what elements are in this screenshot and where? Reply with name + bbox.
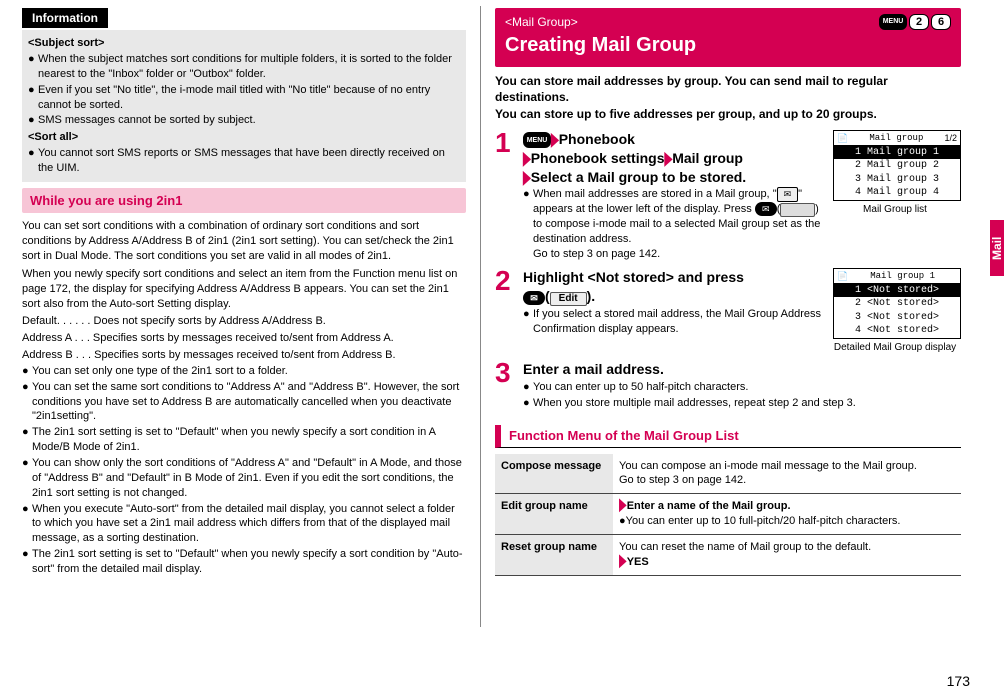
bullet-text: When the subject matches sort conditions… xyxy=(38,52,460,82)
page-number: 173 xyxy=(947,672,970,691)
bullet-text: You can set only one type of the 2in1 so… xyxy=(32,364,466,379)
table-row: Reset group name You can reset the name … xyxy=(495,534,961,575)
table-row: Compose message You can compose an i-mod… xyxy=(495,454,961,494)
info-bullet: ●SMS messages cannot be sorted by subjec… xyxy=(28,113,460,128)
preview-page: 1/2 xyxy=(944,132,957,144)
step-2: 2 📄Mail group 1 1 <Not stored> 2 <Not st… xyxy=(495,268,961,355)
right-column: <Mail Group> MENU 2 6 Creating Mail Grou… xyxy=(481,0,983,697)
section-header-2in1: While you are using 2in1 xyxy=(22,188,466,214)
bullet-text: When you execute "Auto-sort" from the de… xyxy=(32,502,466,547)
info-bullet: ●You cannot sort SMS reports or SMS mess… xyxy=(28,146,460,176)
mail-key-icon: ✉ xyxy=(523,291,545,305)
function-menu-table: Compose message You can compose an i-mod… xyxy=(495,454,961,576)
func-name: Edit group name xyxy=(495,494,613,535)
definition-address-b: Address B . . . Specifies sorts by messa… xyxy=(22,348,466,363)
info-bullet: ●Even if you set "No title", the i-mode … xyxy=(28,83,460,113)
definition-default: Default. . . . . . Does not specify sort… xyxy=(22,314,466,329)
intro-line: You can store mail addresses by group. Y… xyxy=(495,74,888,104)
softkey-blank-icon: ___ xyxy=(780,203,815,217)
menu-key-icon: MENU xyxy=(879,14,907,30)
preview-row: 4 Mail group 4 xyxy=(834,186,960,200)
body-bullet: ●You can set the same sort conditions to… xyxy=(22,380,466,425)
preview-caption: Detailed Mail Group display xyxy=(829,341,961,355)
step-bullet: ●If you select a stored mail address, th… xyxy=(523,307,829,337)
bullet-text: You can show only the sort conditions of… xyxy=(32,456,466,501)
preview-caption: Mail Group list xyxy=(829,203,961,217)
step-bullet: ●You can enter up to 50 half-pitch chara… xyxy=(523,380,961,395)
information-chip: Information xyxy=(22,8,108,28)
num-key-6: 6 xyxy=(931,14,951,30)
preview-row: 3 Mail group 3 xyxy=(834,173,960,187)
step-main: Enter a mail address. xyxy=(523,360,961,379)
preview-row: 1 Mail group 1 xyxy=(834,146,960,160)
step-bullet: ●When you store multiple mail addresses,… xyxy=(523,396,961,411)
preview-row: 2 Mail group 2 xyxy=(834,159,960,173)
key-combo: MENU 2 6 xyxy=(879,14,951,30)
section-title: Creating Mail Group xyxy=(505,32,951,59)
envelope-indicator-icon: ✉ xyxy=(777,187,799,201)
bullet-text: You cannot sort SMS reports or SMS messa… xyxy=(38,146,460,176)
mail-group-list-preview: 📄Mail group1/2 1 Mail group 1 2 Mail gro… xyxy=(829,130,961,217)
bullet-text: The 2in1 sort setting is set to "Default… xyxy=(32,425,466,455)
preview-title: Mail group 1 xyxy=(870,270,935,282)
section-header-mail-group: <Mail Group> MENU 2 6 Creating Mail Grou… xyxy=(495,8,961,67)
subject-sort-head: <Subject sort> xyxy=(28,36,460,51)
body-bullet: ●The 2in1 sort setting is set to "Defaul… xyxy=(22,425,466,455)
body-bullet: ●When you execute "Auto-sort" from the d… xyxy=(22,502,466,547)
step-1: 1 📄Mail group1/2 1 Mail group 1 2 Mail g… xyxy=(495,130,961,262)
preview-title: Mail group xyxy=(869,132,923,144)
bullet-text: You can set the same sort conditions to … xyxy=(32,380,466,425)
sort-all-head: <Sort all> xyxy=(28,130,460,145)
paragraph: You can set sort conditions with a combi… xyxy=(22,219,466,264)
func-name: Compose message xyxy=(495,454,613,494)
function-menu-header: Function Menu of the Mail Group List xyxy=(495,425,961,448)
bullet-text: The 2in1 sort setting is set to "Default… xyxy=(32,547,466,577)
step-number: 3 xyxy=(495,360,517,411)
detailed-mail-group-preview: 📄Mail group 1 1 <Not stored> 2 <Not stor… xyxy=(829,268,961,355)
section-tag: <Mail Group> xyxy=(505,14,578,30)
preview-row: 4 <Not stored> xyxy=(834,324,960,338)
bullet-text: Even if you set "No title", the i-mode m… xyxy=(38,83,460,113)
preview-row: 3 <Not stored> xyxy=(834,311,960,325)
preview-row: 2 <Not stored> xyxy=(834,297,960,311)
info-bullet: ●When the subject matches sort condition… xyxy=(28,52,460,82)
bullet-text: When you store multiple mail addresses, … xyxy=(533,396,961,411)
preview-row: 1 <Not stored> xyxy=(834,284,960,298)
body-bullet: ●The 2in1 sort setting is set to "Defaul… xyxy=(22,547,466,577)
body-bullet: ●You can set only one type of the 2in1 s… xyxy=(22,364,466,379)
step-bullet: ● When mail addresses are stored in a Ma… xyxy=(523,187,829,261)
intro-line: You can store up to five addresses per g… xyxy=(495,107,877,121)
table-row: Edit group name ▶Enter a name of the Mai… xyxy=(495,494,961,535)
softkey-edit-icon: Edit xyxy=(550,292,587,306)
bullet-text: You can enter up to 50 half-pitch charac… xyxy=(533,380,961,395)
func-desc: You can compose an i-mode mail message t… xyxy=(613,454,961,494)
bullet-text: If you select a stored mail address, the… xyxy=(533,307,829,337)
bullet-text: When mail addresses are stored in a Mail… xyxy=(533,187,829,261)
information-box: <Subject sort> ●When the subject matches… xyxy=(22,30,466,182)
step-3: 3 Enter a mail address. ●You can enter u… xyxy=(495,360,961,411)
definition-address-a: Address A . . . Specifies sorts by messa… xyxy=(22,331,466,346)
paragraph: When you newly specify sort conditions a… xyxy=(22,267,466,312)
step-number: 1 xyxy=(495,130,517,262)
side-tab-mail: Mail xyxy=(990,220,1004,276)
func-desc: You can reset the name of Mail group to … xyxy=(613,534,961,575)
body-bullet: ●You can show only the sort conditions o… xyxy=(22,456,466,501)
intro-text: You can store mail addresses by group. Y… xyxy=(495,73,961,122)
left-column: Information <Subject sort> ●When the sub… xyxy=(0,0,480,697)
func-name: Reset group name xyxy=(495,534,613,575)
step-number: 2 xyxy=(495,268,517,355)
func-desc: ▶Enter a name of the Mail group. ●You ca… xyxy=(613,494,961,535)
bullet-text: SMS messages cannot be sorted by subject… xyxy=(38,113,460,128)
num-key-2: 2 xyxy=(909,14,929,30)
menu-key-icon: MENU xyxy=(523,132,551,148)
mail-key-icon: ✉ xyxy=(755,202,777,216)
